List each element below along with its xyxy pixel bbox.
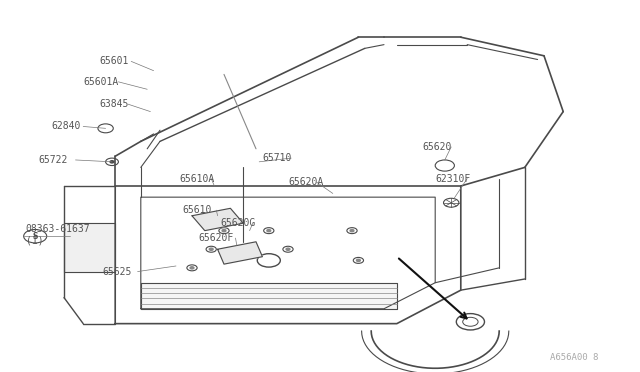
Text: A656A00 8: A656A00 8 xyxy=(550,353,598,362)
Circle shape xyxy=(222,230,226,232)
Circle shape xyxy=(110,161,114,163)
Text: 65620A: 65620A xyxy=(288,177,323,187)
Text: 62310F: 62310F xyxy=(435,174,470,183)
Polygon shape xyxy=(64,223,115,272)
Circle shape xyxy=(356,259,360,262)
Circle shape xyxy=(267,230,271,232)
Circle shape xyxy=(286,248,290,250)
Circle shape xyxy=(203,215,207,217)
Text: 63845: 63845 xyxy=(99,99,129,109)
Text: 65601: 65601 xyxy=(99,57,129,66)
Circle shape xyxy=(190,267,194,269)
Text: 65620F: 65620F xyxy=(198,233,234,243)
Circle shape xyxy=(350,230,354,232)
Circle shape xyxy=(209,248,213,250)
Text: 65610: 65610 xyxy=(182,205,212,215)
Text: 65601A: 65601A xyxy=(83,77,118,87)
Text: 08363-61637
(1): 08363-61637 (1) xyxy=(26,224,90,245)
Polygon shape xyxy=(141,283,397,309)
Text: 65620G: 65620G xyxy=(221,218,256,228)
Text: 65710: 65710 xyxy=(262,153,292,163)
Text: 65620: 65620 xyxy=(422,142,452,152)
Text: 65610A: 65610A xyxy=(179,174,214,183)
Text: 65722: 65722 xyxy=(38,155,68,165)
Text: S: S xyxy=(33,232,38,241)
Polygon shape xyxy=(218,242,262,264)
Text: 65625: 65625 xyxy=(102,267,132,276)
Text: 62840: 62840 xyxy=(51,122,81,131)
Polygon shape xyxy=(192,208,243,231)
